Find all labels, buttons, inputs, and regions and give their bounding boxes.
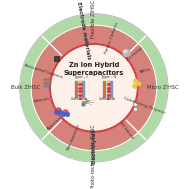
Text: Cathode: Cathode xyxy=(70,98,83,101)
Bar xyxy=(44,79,51,80)
Circle shape xyxy=(134,79,137,83)
Wedge shape xyxy=(41,132,146,162)
Bar xyxy=(110,81,113,98)
Circle shape xyxy=(134,107,137,111)
Text: Conducting Polymer: Conducting Polymer xyxy=(123,97,165,115)
Bar xyxy=(44,83,51,84)
Wedge shape xyxy=(50,25,138,57)
Text: Zn Ion Hybrid
Supercapacitors: Zn Ion Hybrid Supercapacitors xyxy=(64,62,124,76)
Circle shape xyxy=(133,84,137,88)
Bar xyxy=(103,81,106,98)
Bar xyxy=(44,81,51,82)
Text: Gel-based: Gel-based xyxy=(118,120,134,141)
Wedge shape xyxy=(125,43,157,132)
Bar xyxy=(79,81,82,98)
Text: Aqueous: Aqueous xyxy=(46,116,63,131)
Wedge shape xyxy=(41,14,146,43)
Text: Zn$^{2+}$: Zn$^{2+}$ xyxy=(84,98,95,105)
Bar xyxy=(44,84,51,85)
Text: SO$_4^{2-}$: SO$_4^{2-}$ xyxy=(84,99,95,108)
Text: Micro ZIHSC: Micro ZIHSC xyxy=(146,85,178,90)
Bar xyxy=(54,56,59,60)
Circle shape xyxy=(124,50,127,53)
Text: Activated Carbons: Activated Carbons xyxy=(23,63,63,79)
Text: Type - II: Type - II xyxy=(100,75,116,79)
Text: Bulk ZIHSC: Bulk ZIHSC xyxy=(11,85,40,90)
Bar xyxy=(107,81,110,98)
Text: Photo-rechargeable ZiHSC: Photo-rechargeable ZiHSC xyxy=(91,124,96,189)
Bar xyxy=(82,81,85,98)
Wedge shape xyxy=(50,119,138,151)
Wedge shape xyxy=(31,43,63,132)
Wedge shape xyxy=(20,35,50,140)
Text: Flexible ZIHSC: Flexible ZIHSC xyxy=(91,0,96,38)
Text: TMOs: TMOs xyxy=(138,67,151,75)
Circle shape xyxy=(50,44,138,132)
Text: Cathode: Cathode xyxy=(99,98,111,101)
Text: Zn metal: Zn metal xyxy=(126,46,144,61)
Text: Type - I: Type - I xyxy=(73,75,88,79)
Wedge shape xyxy=(138,35,168,140)
Text: Porous Carbons: Porous Carbons xyxy=(105,21,120,54)
Text: Anode: Anode xyxy=(107,98,116,101)
Bar xyxy=(75,81,78,98)
Text: Electrode materials: Electrode materials xyxy=(76,2,91,60)
Text: MXenes: MXenes xyxy=(33,96,51,104)
Text: Electrolytes: Electrolytes xyxy=(91,128,96,163)
Text: Non-aqueous: Non-aqueous xyxy=(66,123,81,151)
Circle shape xyxy=(123,50,130,57)
Circle shape xyxy=(134,102,137,106)
Circle shape xyxy=(137,82,141,86)
Text: Anode: Anode xyxy=(79,98,88,101)
Bar xyxy=(44,86,51,87)
